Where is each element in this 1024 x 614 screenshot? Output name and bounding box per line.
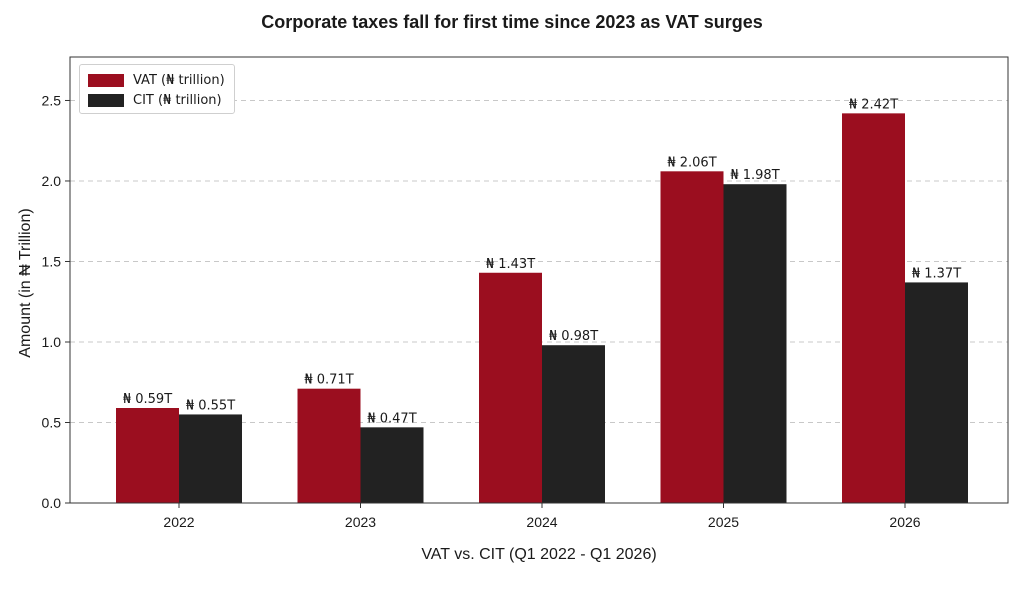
cit-value-label-2024: ₦ 0.98T <box>549 329 598 344</box>
y-tick-label: 2.0 <box>42 173 62 189</box>
cit-bar-2025 <box>723 184 787 504</box>
legend-swatch-vat <box>88 73 124 87</box>
vat-bar-2026 <box>842 113 905 503</box>
y-tick-label: 0.5 <box>42 414 62 430</box>
legend-swatch-cit <box>88 93 124 107</box>
vat-bar-2024 <box>479 272 542 503</box>
cit-value-label-2025: ₦ 1.98T <box>730 168 779 183</box>
cit-bar-2022 <box>179 414 242 503</box>
legend-item-vat: VAT (₦ trillion) <box>88 70 226 90</box>
cit-bar-2026 <box>905 282 968 503</box>
x-tick-label: 2022 <box>163 514 194 530</box>
y-tick-label: 0.0 <box>42 495 62 511</box>
y-tick-label: 2.5 <box>42 92 62 108</box>
vat-bar-2023 <box>297 388 361 503</box>
y-tick-label: 1.0 <box>42 334 62 350</box>
cit-bar-2024 <box>542 345 605 503</box>
x-tick-label: 2026 <box>889 514 920 530</box>
y-axis-label: Amount (in ₦ Trillion) <box>17 208 34 358</box>
chart-title: Corporate taxes fall for first time sinc… <box>261 12 763 32</box>
tick-labels: 0.0 0.5 1.0 1.5 2.0 2.5 2022 2023 2024 2025 2026 <box>42 92 921 530</box>
x-tick-label: 2024 <box>526 514 557 530</box>
vat-value-label-2022: ₦ 0.59T <box>123 392 172 407</box>
plot-frame <box>69 56 1009 504</box>
x-tick-label: 2025 <box>708 514 739 530</box>
x-axis-label: VAT vs. CIT (Q1 2022 - Q1 2026) <box>421 546 657 563</box>
vat-bar-2022 <box>116 408 179 503</box>
data-labels: ₦ 0.59T ₦ 0.55T ₦ 0.71T ₦ 0.47T ₦ 1.43T ₦ 0.9… <box>123 97 961 426</box>
legend: VAT (₦ trillion) CIT (₦ trillion) <box>79 64 235 114</box>
vat-value-label-2023: ₦ 0.71T <box>304 373 353 388</box>
x-tick-label: 2023 <box>345 514 376 530</box>
legend-item-cit: CIT (₦ trillion) <box>88 90 226 110</box>
cit-value-label-2023: ₦ 0.47T <box>367 411 416 426</box>
legend-label-vat: VAT (₦ trillion) <box>133 72 225 88</box>
cit-value-label-2026: ₦ 1.37T <box>912 266 961 281</box>
vat-bar-2025 <box>660 171 724 503</box>
vat-value-label-2024: ₦ 1.43T <box>486 257 535 272</box>
legend-label-cit: CIT (₦ trillion) <box>133 92 222 108</box>
vat-value-label-2025: ₦ 2.06T <box>667 155 716 170</box>
y-tick-label: 1.5 <box>42 253 62 269</box>
bars <box>116 113 968 504</box>
cit-bar-2023 <box>360 427 424 503</box>
cit-value-label-2022: ₦ 0.55T <box>186 398 235 413</box>
vat-value-label-2026: ₦ 2.42T <box>849 97 898 112</box>
